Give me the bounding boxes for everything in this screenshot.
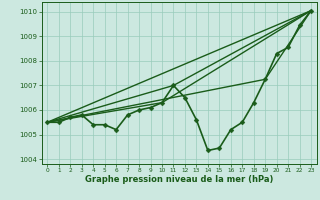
X-axis label: Graphe pression niveau de la mer (hPa): Graphe pression niveau de la mer (hPa): [85, 175, 273, 184]
